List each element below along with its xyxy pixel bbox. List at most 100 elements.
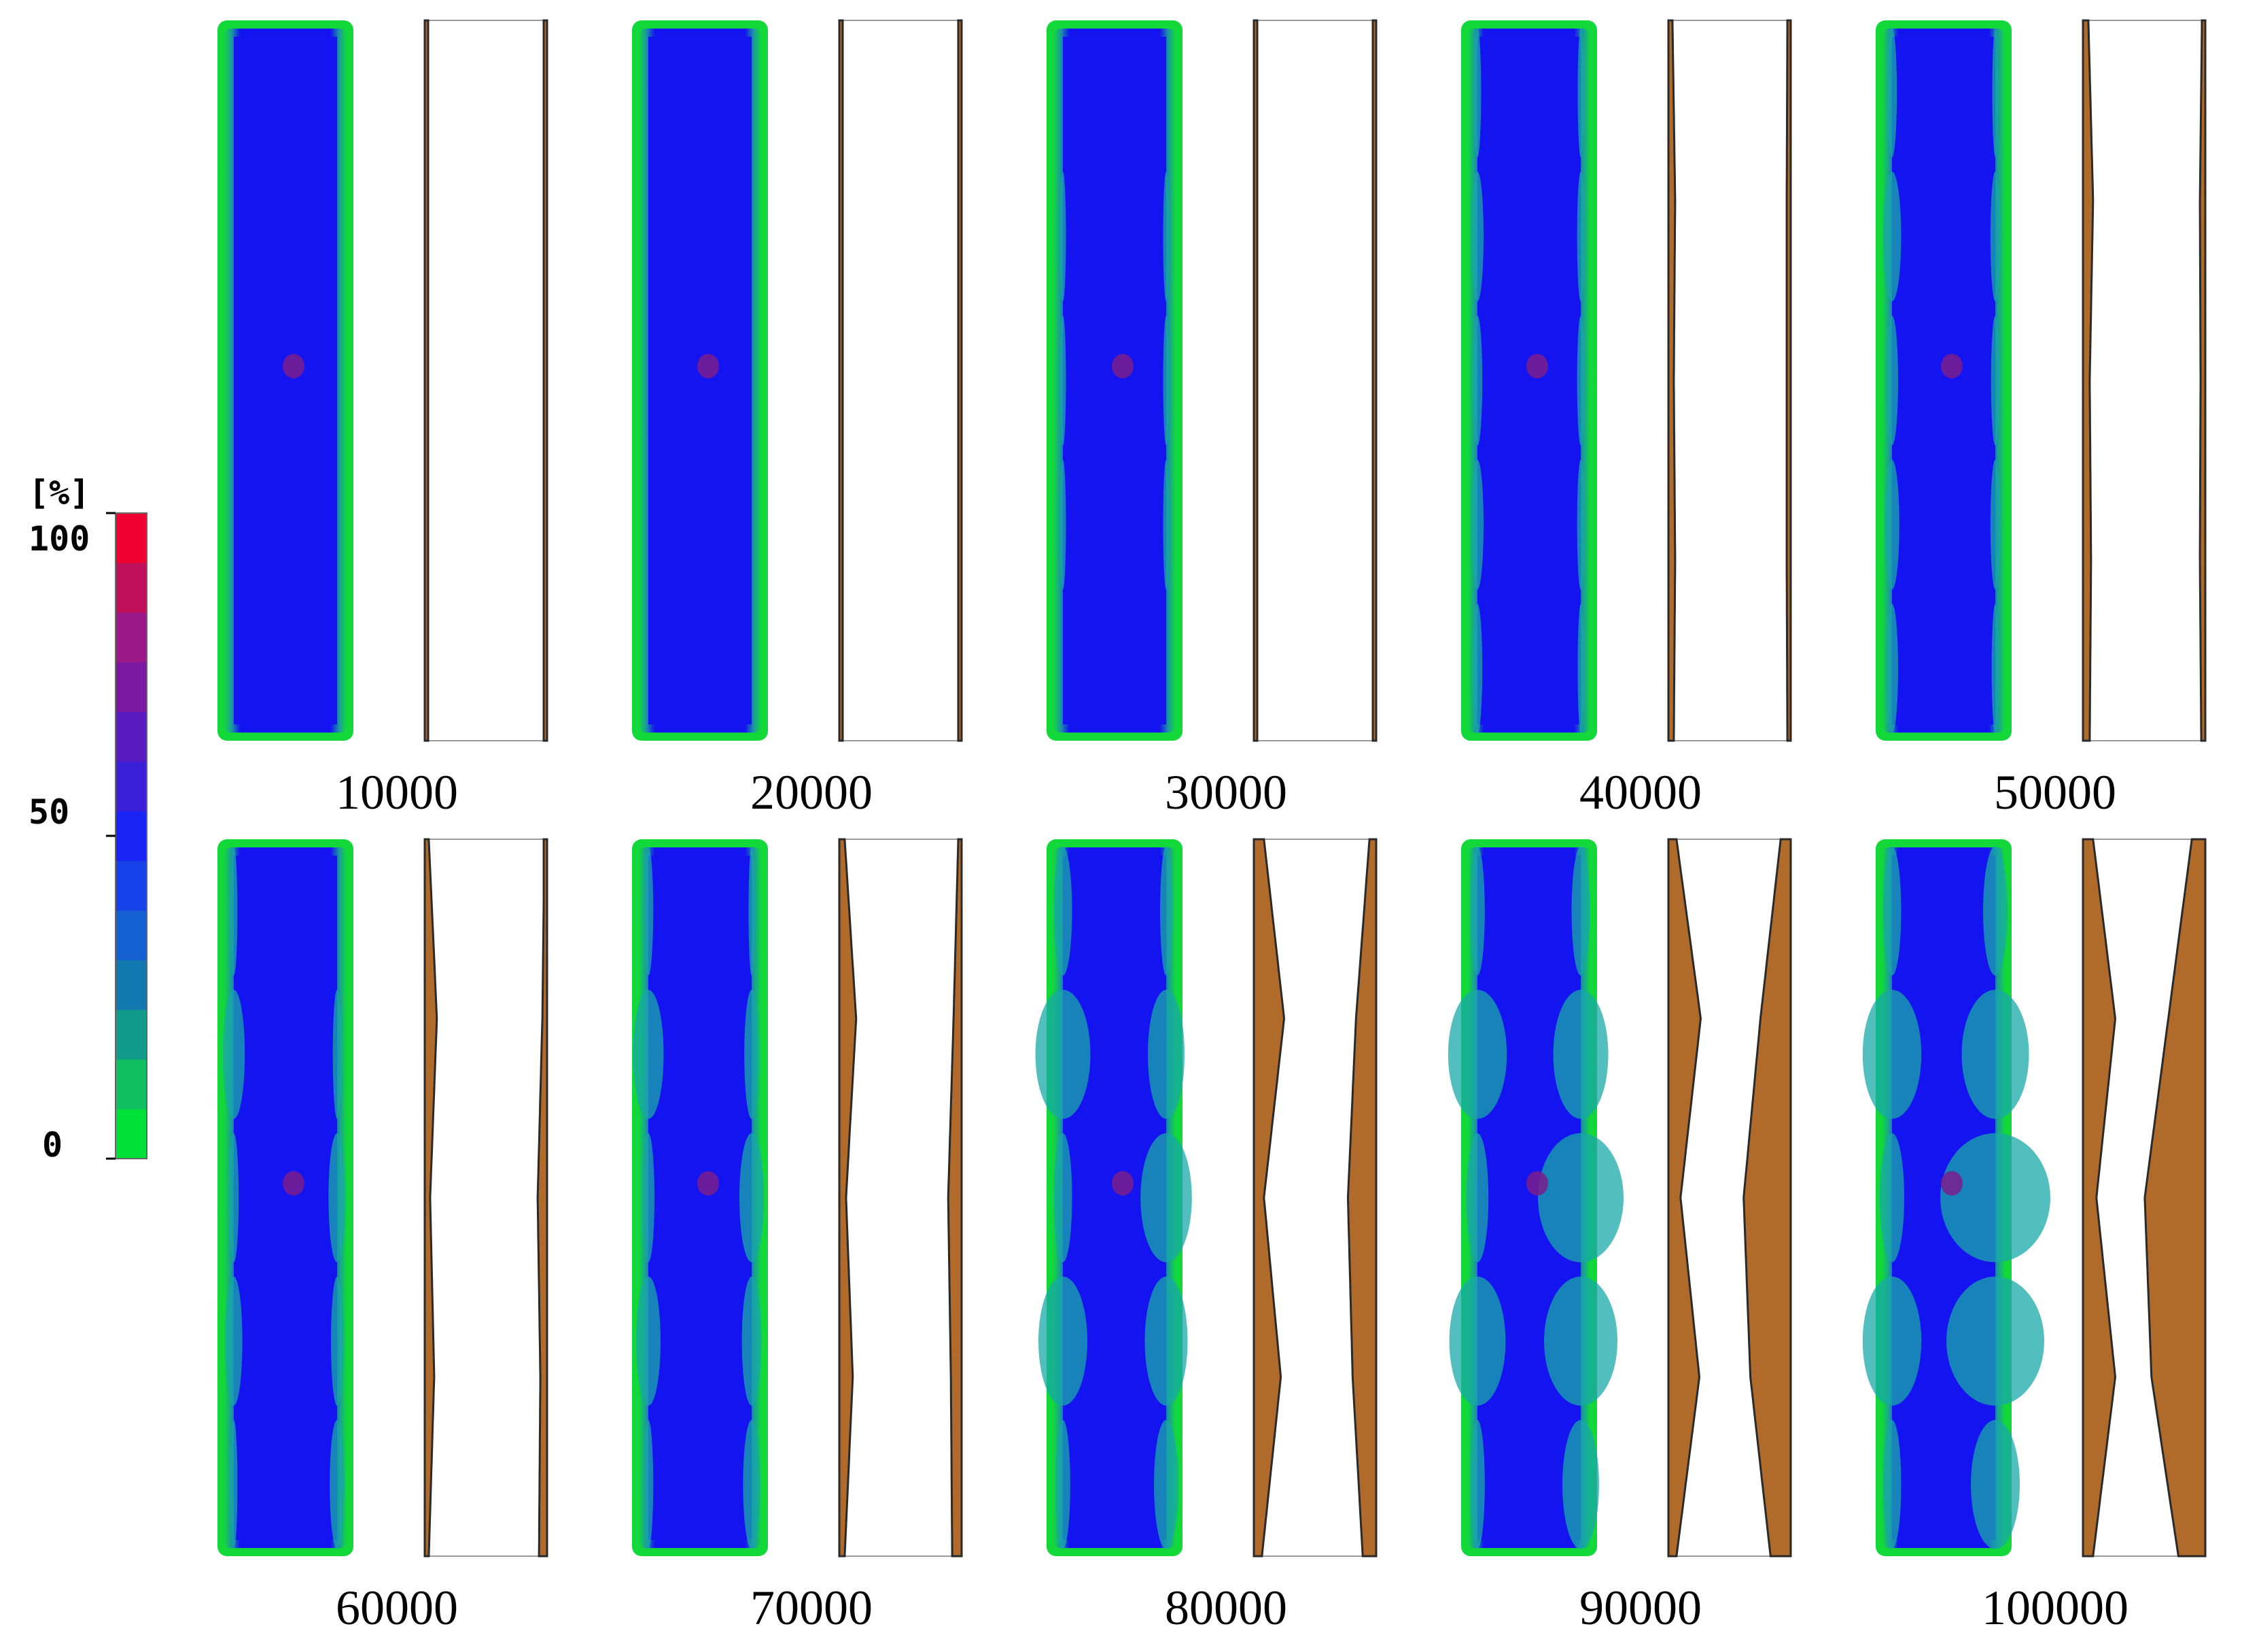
pressure-hotspot <box>1526 353 1548 379</box>
pressure-edge-band <box>1038 1276 1087 1406</box>
pressure-edge-band <box>1140 1133 1192 1263</box>
wear-profile-left <box>1667 19 1677 742</box>
pressure-edge-band <box>331 1276 343 1406</box>
colorbar-segment <box>116 910 147 961</box>
pressure-edge-band <box>1035 989 1091 1119</box>
wear-profile-right <box>1371 19 1378 742</box>
wear-profile-left <box>1253 19 1259 742</box>
pressure-edge-band <box>1059 171 1066 302</box>
pressure-edge-band <box>1983 846 2008 976</box>
step-label-3: 30000 <box>1165 765 1287 820</box>
pressure-edge-band <box>225 1276 243 1406</box>
wear-profile-left <box>423 19 430 742</box>
wear-profile-frame <box>1668 20 1791 741</box>
pressure-edge-band <box>1886 603 1898 734</box>
wear-profile-right <box>542 19 548 742</box>
pressure-map-core <box>234 856 337 1540</box>
pressure-hotspot <box>1112 1171 1134 1196</box>
colorbar-segment <box>116 563 147 613</box>
pressure-edge-band <box>1148 989 1185 1119</box>
pressure-edge-band <box>1053 846 1072 976</box>
pressure-edge-band <box>1163 459 1170 590</box>
colorbar-segment <box>116 711 147 762</box>
wear-profile-left <box>838 838 858 1558</box>
pressure-edge-band <box>1577 27 1584 158</box>
pressure-edge-band <box>1971 1420 2020 1549</box>
wear-profile-left <box>1253 838 1286 1558</box>
wear-profile-right <box>2199 19 2207 742</box>
pressure-edge-band <box>1472 315 1483 446</box>
pressure-edge-band <box>1990 171 2001 302</box>
pressure-edge-band <box>1961 989 2029 1119</box>
step-label-4: 40000 <box>1579 765 1702 820</box>
pressure-edge-band <box>1577 315 1585 446</box>
pressure-edge-band <box>1473 27 1482 158</box>
colorbar-segment <box>116 662 147 712</box>
pressure-edge-band <box>1991 603 1999 734</box>
wear-profile-frame <box>839 20 962 741</box>
pressure-edge-band <box>1055 1420 1070 1549</box>
step-label-7: 70000 <box>750 1581 873 1635</box>
pressure-hotspot <box>697 353 719 379</box>
pressure-map-core <box>1892 37 1995 724</box>
pressure-edge-band <box>1577 603 1584 734</box>
pressure-edge-band <box>230 1420 238 1549</box>
pressure-edge-band <box>1448 989 1507 1119</box>
step-label-10: 100000 <box>1982 1581 2129 1635</box>
pressure-edge-band <box>1053 1133 1072 1263</box>
wear-profile-right <box>536 838 548 1558</box>
colorbar-segment <box>116 513 147 563</box>
pressure-hotspot <box>283 353 304 379</box>
wear-profile-frame <box>2082 20 2206 741</box>
wear-profile-left <box>2082 838 2117 1558</box>
colorbar-tick-0: 0 <box>42 1125 63 1165</box>
pressure-edge-band <box>228 1133 239 1263</box>
step-label-2: 20000 <box>750 765 873 820</box>
pressure-hotspot <box>1112 353 1134 379</box>
pressure-edge-band <box>1544 1276 1617 1406</box>
wear-profile-frame <box>424 839 548 1557</box>
pressure-edge-band <box>1163 171 1170 302</box>
pressure-edge-band <box>739 1133 764 1263</box>
wear-profile-frame <box>839 839 962 1557</box>
pressure-edge-band <box>1471 171 1484 302</box>
pressure-edge-band <box>748 846 755 976</box>
pressure-map-core <box>1063 37 1166 724</box>
pressure-edge-band <box>1163 315 1170 446</box>
pressure-edge-band <box>1160 846 1172 976</box>
pressure-edge-band <box>1885 459 1899 590</box>
pressure-edge-band <box>1946 1276 2044 1406</box>
pressure-edge-band <box>230 846 238 976</box>
pressure-edge-band <box>1471 459 1484 590</box>
colorbar-segment <box>116 1009 147 1060</box>
pressure-edge-band <box>1940 1133 2050 1263</box>
pressure-edge-band <box>1886 315 1898 446</box>
pressure-hotspot <box>283 1171 304 1196</box>
wear-profile-frame <box>424 20 548 741</box>
pressure-edge-band <box>744 989 759 1119</box>
pressure-edge-band <box>743 1420 760 1549</box>
wear-profile-right <box>1346 838 1378 1558</box>
pressure-edge-band <box>1887 27 1897 158</box>
pressure-edge-band <box>330 1420 345 1549</box>
pressure-edge-band <box>1466 1133 1489 1263</box>
pressure-edge-band <box>1882 846 1902 976</box>
pressure-hotspot <box>1941 1171 1963 1196</box>
pressure-edge-band <box>643 1420 654 1549</box>
pressure-edge-band <box>1577 171 1585 302</box>
pressure-edge-band <box>1992 27 1999 158</box>
wear-profile-right <box>957 19 963 742</box>
pressure-edge-band <box>643 846 654 976</box>
pressure-map-core <box>648 37 752 724</box>
wear-profile-right <box>1742 838 1792 1558</box>
wear-profile-right <box>947 838 963 1558</box>
pressure-edge-band <box>1562 1420 1599 1549</box>
pressure-edge-band <box>1154 1420 1178 1549</box>
pressure-edge-band <box>1990 459 2001 590</box>
wear-profile-frame <box>1253 20 1377 741</box>
wear-profile-right <box>1785 19 1792 742</box>
pressure-edge-band <box>1059 315 1066 446</box>
pressure-edge-band <box>1862 989 1922 1119</box>
pressure-edge-band <box>1470 846 1485 976</box>
